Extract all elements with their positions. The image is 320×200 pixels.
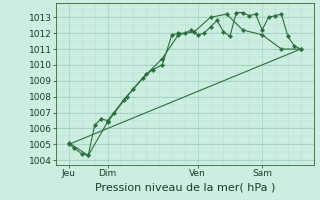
X-axis label: Pression niveau de la mer( hPa ): Pression niveau de la mer( hPa ) <box>95 182 275 192</box>
